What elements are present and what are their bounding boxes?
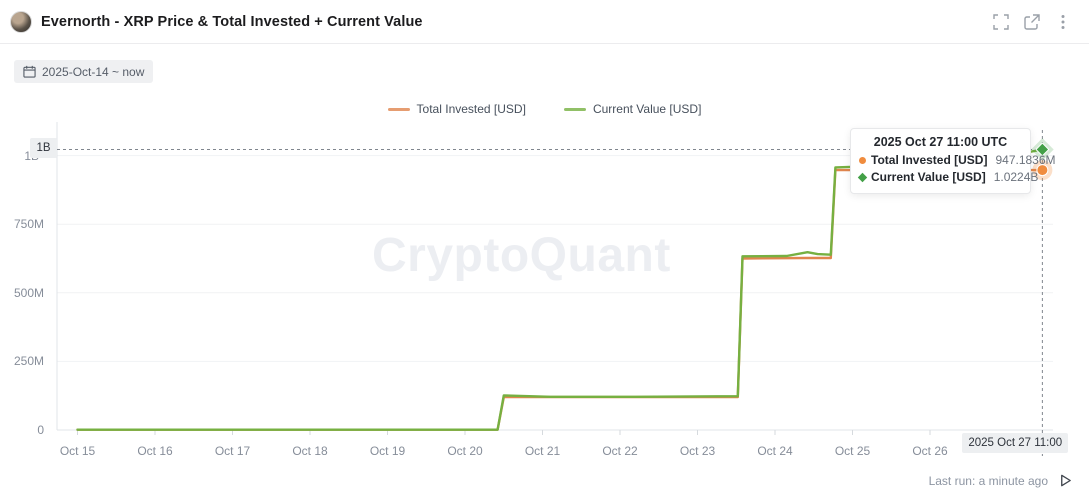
y-axis-label: 250M	[13, 354, 44, 369]
calendar-icon	[23, 65, 36, 78]
legend-label: Total Invested [USD]	[416, 102, 526, 116]
legend-swatch-total-invested	[387, 107, 410, 111]
x-axis-label: Oct 16	[137, 444, 173, 458]
y-axis-label: 0	[37, 423, 44, 437]
cryptoquant-watermark: CryptoQuant	[372, 229, 671, 282]
fullscreen-icon[interactable]	[992, 13, 1009, 30]
x-axis-label: Oct 20	[447, 444, 483, 458]
x-axis-label: Oct 25	[834, 444, 871, 458]
x-axis-label: Oct 24	[757, 444, 793, 458]
total-invested-end-marker	[1036, 164, 1049, 177]
author-avatar[interactable]	[10, 10, 32, 33]
orange-dot-icon	[859, 157, 866, 164]
run-query-icon[interactable]	[1058, 473, 1073, 488]
x-axis-label: Oct 17	[214, 444, 251, 458]
x-axis-label: Oct 15	[59, 444, 96, 458]
date-range-label: 2025-Oct-14 ~ now	[42, 64, 145, 79]
crosshair-y-value-box: 1B	[30, 138, 57, 159]
more-options-icon[interactable]	[1054, 13, 1071, 30]
crosshair-x-value-box: 2025 Oct 27 11:00	[962, 433, 1069, 453]
x-axis-label: Oct 22	[602, 444, 638, 458]
header: Evernorth - XRP Price & Total Invested +…	[0, 0, 1089, 44]
x-axis-label: Oct 23	[679, 444, 716, 458]
page-title: Evernorth - XRP Price & Total Invested +…	[41, 13, 423, 30]
date-range-selector[interactable]: 2025-Oct-14 ~ now	[14, 60, 154, 83]
current-value-end-marker	[1035, 142, 1050, 157]
series-line-total-invested	[76, 168, 1044, 431]
tooltip-row-total-invested: Total Invested [USD] 947.1836M	[859, 152, 1056, 169]
x-axis-label: Oct 18	[292, 444, 328, 458]
tooltip-row-current-value: Current Value [USD] 1.0224B	[857, 169, 1038, 186]
tooltip-timestamp: 2025 Oct 27 11:00 UTC	[873, 135, 1008, 149]
x-axis-label: Oct 21	[524, 444, 561, 458]
status-bar: Last run: a minute ago	[929, 473, 1073, 488]
green-diamond-icon	[857, 172, 868, 183]
legend-item-total-invested[interactable]: Total Invested [USD]	[387, 102, 526, 116]
chart-legend: Total Invested [USD] Current Value [USD]	[0, 102, 1089, 116]
legend-swatch-current-value	[563, 107, 586, 111]
last-run-label: Last run: a minute ago	[928, 473, 1048, 488]
x-axis-label: Oct 26	[912, 444, 948, 458]
chart-tooltip: 2025 Oct 27 11:00 UTC Total Invested [US…	[850, 128, 1056, 194]
x-axis-label: Oct 19	[369, 444, 406, 458]
open-external-icon[interactable]	[1023, 13, 1040, 30]
y-axis-label: 750M	[13, 217, 44, 232]
legend-item-current-value[interactable]: Current Value [USD]	[563, 102, 702, 116]
legend-label: Current Value [USD]	[592, 102, 702, 116]
y-axis-label: 500M	[13, 285, 44, 300]
